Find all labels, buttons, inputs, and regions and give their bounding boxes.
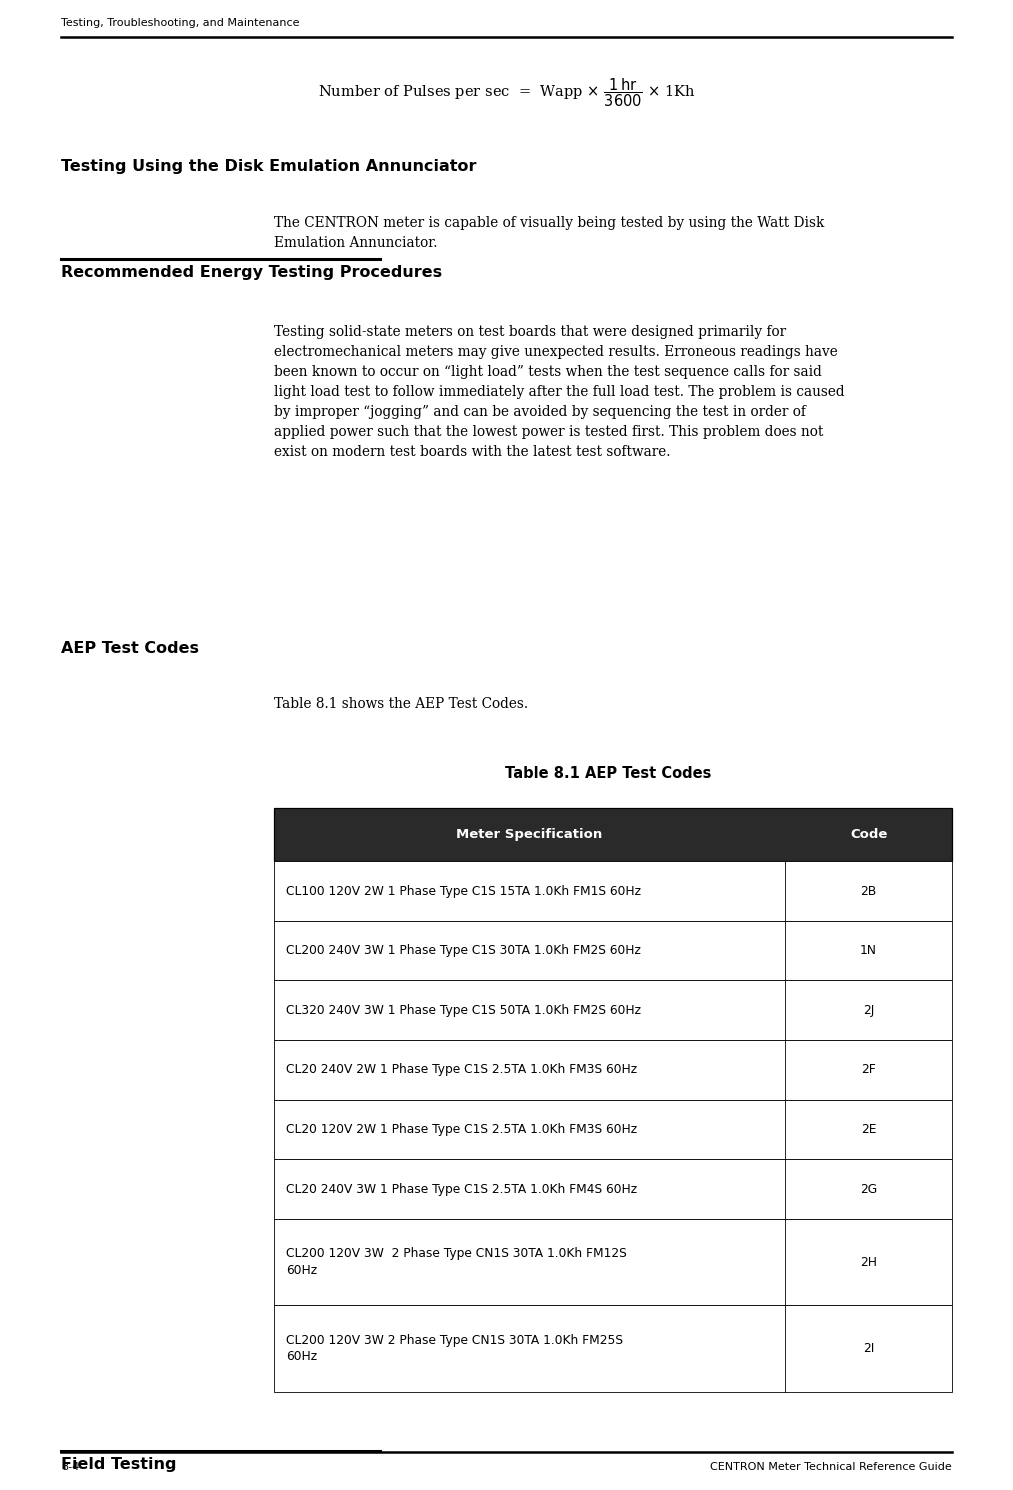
FancyBboxPatch shape <box>274 1305 952 1392</box>
Text: CL100 120V 2W 1 Phase Type C1S 15TA 1.0Kh FM1S 60Hz: CL100 120V 2W 1 Phase Type C1S 15TA 1.0K… <box>286 885 640 897</box>
FancyBboxPatch shape <box>274 1040 952 1100</box>
Text: AEP Test Codes: AEP Test Codes <box>61 641 199 656</box>
Text: CL200 120V 3W  2 Phase Type CN1S 30TA 1.0Kh FM12S
60Hz: CL200 120V 3W 2 Phase Type CN1S 30TA 1.0… <box>286 1247 626 1277</box>
Text: Number of Pulses per sec  =  Wapp $\times$ $\dfrac{1\,\mathrm{hr}}{3600}$ $\time: Number of Pulses per sec = Wapp $\times$… <box>318 76 695 109</box>
Text: The CENTRON meter is capable of visually being tested by using the Watt Disk
Emu: The CENTRON meter is capable of visually… <box>274 216 824 250</box>
Text: 2F: 2F <box>861 1064 876 1076</box>
FancyBboxPatch shape <box>274 980 952 1040</box>
Text: 1N: 1N <box>860 945 877 957</box>
Text: 2G: 2G <box>860 1183 877 1195</box>
Text: Code: Code <box>850 828 887 840</box>
Text: CL320 240V 3W 1 Phase Type C1S 50TA 1.0Kh FM2S 60Hz: CL320 240V 3W 1 Phase Type C1S 50TA 1.0K… <box>286 1004 640 1016</box>
Text: 2E: 2E <box>861 1123 876 1135</box>
FancyBboxPatch shape <box>274 1159 952 1219</box>
Text: CENTRON Meter Technical Reference Guide: CENTRON Meter Technical Reference Guide <box>710 1463 952 1472</box>
Text: Testing solid-state meters on test boards that were designed primarily for
elect: Testing solid-state meters on test board… <box>274 325 844 459</box>
Text: 8-4: 8-4 <box>61 1463 79 1472</box>
Text: Recommended Energy Testing Procedures: Recommended Energy Testing Procedures <box>61 265 442 280</box>
Text: CL200 240V 3W 1 Phase Type C1S 30TA 1.0Kh FM2S 60Hz: CL200 240V 3W 1 Phase Type C1S 30TA 1.0K… <box>286 945 640 957</box>
Text: 2H: 2H <box>860 1256 877 1268</box>
Text: Testing, Troubleshooting, and Maintenance: Testing, Troubleshooting, and Maintenanc… <box>61 18 299 28</box>
FancyBboxPatch shape <box>274 808 952 861</box>
Text: CL20 240V 3W 1 Phase Type C1S 2.5TA 1.0Kh FM4S 60Hz: CL20 240V 3W 1 Phase Type C1S 2.5TA 1.0K… <box>286 1183 637 1195</box>
Text: Field Testing: Field Testing <box>61 1457 176 1472</box>
Text: 2J: 2J <box>863 1004 874 1016</box>
Text: 2I: 2I <box>863 1342 874 1354</box>
Text: Testing Using the Disk Emulation Annunciator: Testing Using the Disk Emulation Annunci… <box>61 159 476 174</box>
FancyBboxPatch shape <box>274 1100 952 1159</box>
Text: Meter Specification: Meter Specification <box>456 828 603 840</box>
Text: CL200 120V 3W 2 Phase Type CN1S 30TA 1.0Kh FM25S
60Hz: CL200 120V 3W 2 Phase Type CN1S 30TA 1.0… <box>286 1334 623 1363</box>
FancyBboxPatch shape <box>274 921 952 980</box>
FancyBboxPatch shape <box>274 1219 952 1305</box>
Text: CL20 120V 2W 1 Phase Type C1S 2.5TA 1.0Kh FM3S 60Hz: CL20 120V 2W 1 Phase Type C1S 2.5TA 1.0K… <box>286 1123 637 1135</box>
Text: CL20 240V 2W 1 Phase Type C1S 2.5TA 1.0Kh FM3S 60Hz: CL20 240V 2W 1 Phase Type C1S 2.5TA 1.0K… <box>286 1064 637 1076</box>
FancyBboxPatch shape <box>274 861 952 921</box>
Text: Table 8.1 shows the AEP Test Codes.: Table 8.1 shows the AEP Test Codes. <box>274 697 528 711</box>
Text: 2B: 2B <box>860 885 877 897</box>
Text: Table 8.1 AEP Test Codes: Table 8.1 AEP Test Codes <box>504 766 711 781</box>
